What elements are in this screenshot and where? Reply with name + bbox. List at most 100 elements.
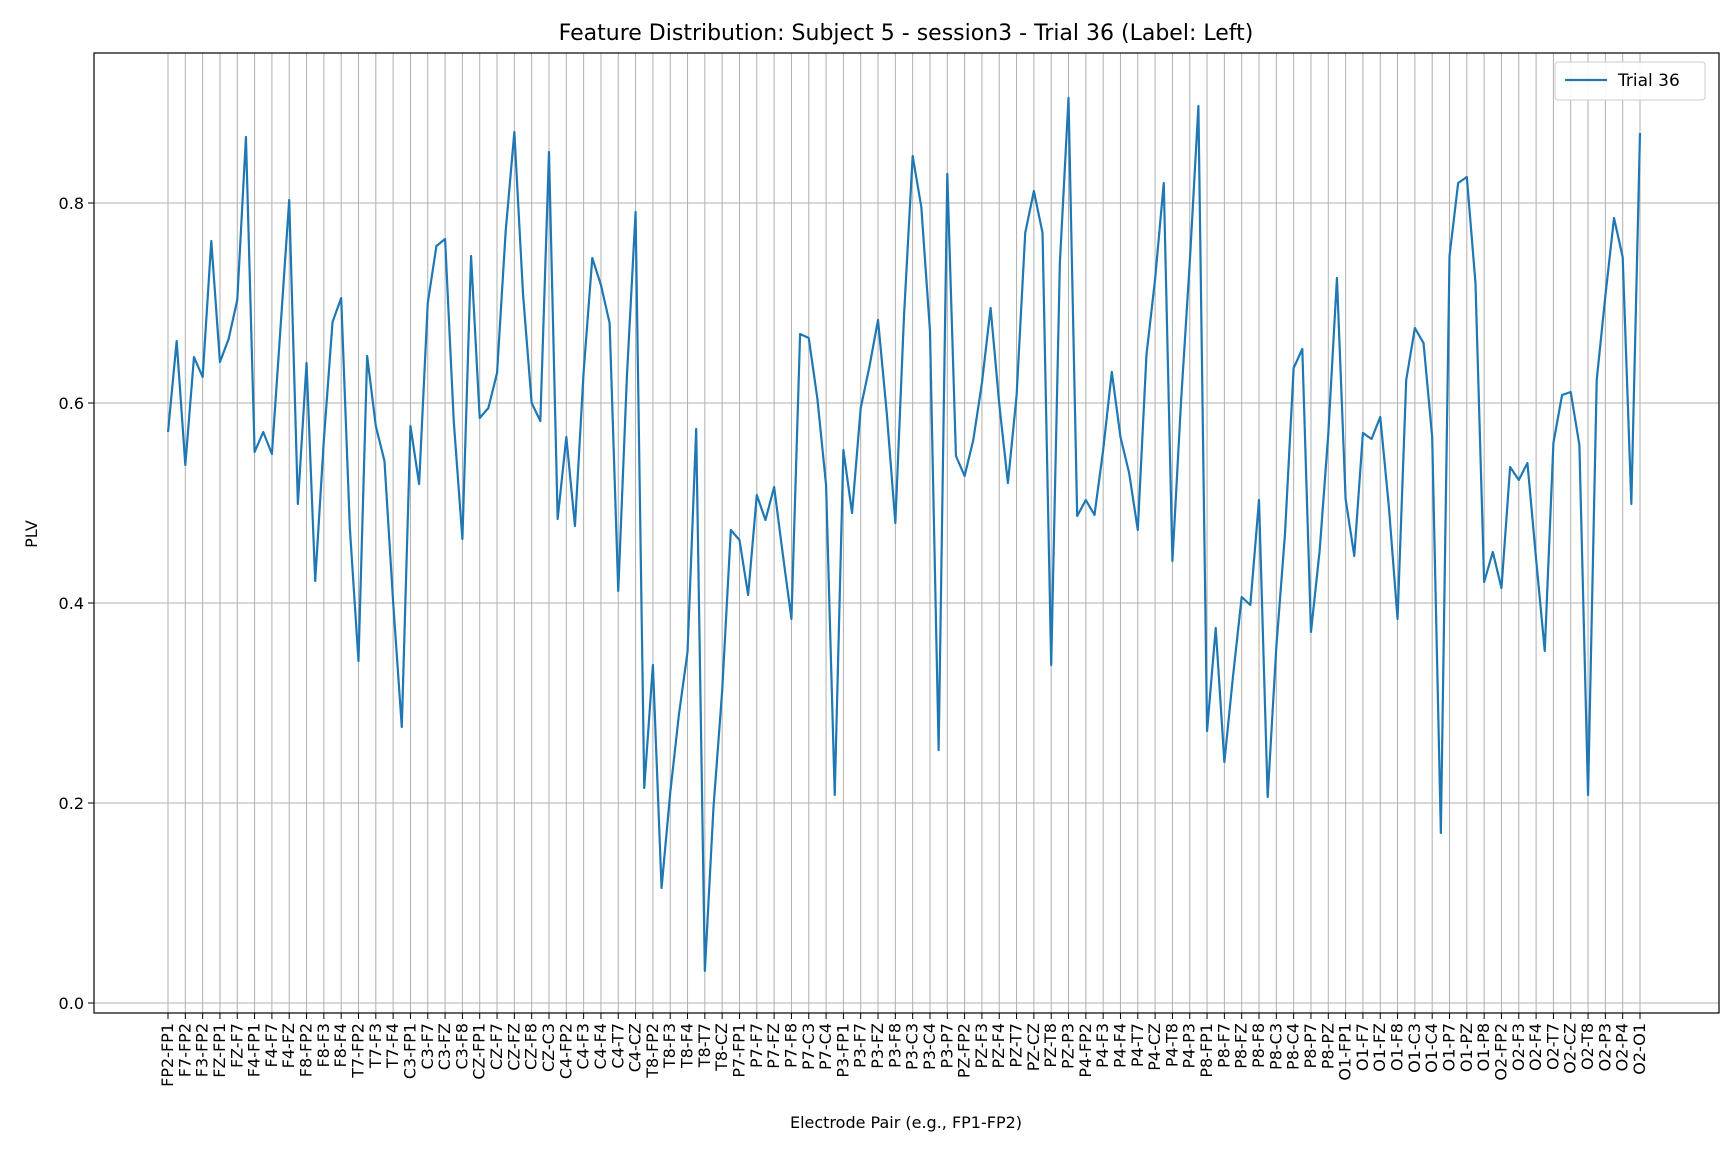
x-tick-label: P3-FZ: [868, 1023, 887, 1069]
x-tick-label: O1-C3: [1405, 1023, 1424, 1073]
x-tick-label: C3-F8: [452, 1023, 471, 1070]
x-tick-label: PZ-CZ: [1024, 1023, 1043, 1071]
x-tick-label: C4-T7: [608, 1023, 627, 1069]
x-tick-label: O2-CZ: [1561, 1023, 1580, 1074]
x-tick-label: F7-FP2: [175, 1023, 194, 1077]
x-tick-label: P8-F8: [1249, 1023, 1268, 1068]
x-tick-label: O2-T7: [1543, 1023, 1562, 1070]
x-tick-label: P8-P7: [1301, 1023, 1320, 1068]
x-tick-label: F8-F4: [331, 1023, 350, 1068]
plot-area-frame: [93, 52, 1720, 1014]
x-tick-label: P7-F7: [747, 1023, 766, 1068]
x-tick-label: O1-P7: [1440, 1023, 1459, 1071]
x-tick-label: T7-F4: [383, 1023, 402, 1069]
chart-title: Feature Distribution: Subject 5 - sessio…: [559, 21, 1254, 46]
x-tick-label: PZ-P3: [1059, 1023, 1078, 1069]
x-tick-label: PZ-T8: [1041, 1023, 1060, 1068]
x-tick-label: F3-FP2: [193, 1023, 212, 1077]
x-tick-label: C4-F4: [591, 1023, 610, 1070]
y-tick-label: 0.4: [59, 594, 84, 613]
x-tick-label: T7-FP2: [348, 1023, 367, 1079]
x-tick-label: P8-FZ: [1232, 1023, 1251, 1069]
x-tick-label: P7-FZ: [764, 1023, 783, 1069]
x-tick-label: P3-F7: [851, 1023, 870, 1068]
legend-box: [1554, 61, 1706, 101]
x-axis-title: Electrode Pair (e.g., FP1-FP2): [790, 1113, 1022, 1132]
x-tick-label: P3-F8: [885, 1023, 904, 1068]
x-tick-label: P8-C4: [1284, 1023, 1303, 1070]
x-tick-label: T8-CZ: [712, 1023, 731, 1072]
legend-series-label: Trial 36: [1617, 71, 1680, 91]
x-tick-label: CZ-FP1: [470, 1023, 489, 1080]
x-tick-label: P4-FP2: [1076, 1023, 1095, 1078]
x-tick-label: O1-C4: [1422, 1023, 1441, 1073]
x-tick-label: P3-C3: [903, 1023, 922, 1070]
x-tick-label: O1-FP1: [1336, 1023, 1355, 1081]
grid-lines: [94, 53, 1719, 1013]
x-tick-label: P7-F8: [781, 1023, 800, 1068]
x-tick-label: CZ-FZ: [504, 1023, 523, 1071]
legend: Trial 36: [1554, 61, 1706, 101]
x-tick-label: O2-P3: [1595, 1023, 1614, 1071]
y-tick-label: 0.8: [59, 194, 84, 213]
x-tick-label: T7-F3: [366, 1023, 385, 1069]
x-tick-label: CZ-C3: [539, 1023, 558, 1072]
x-tick-label: C3-FP1: [400, 1023, 419, 1079]
y-axis-title: PLV: [22, 520, 41, 548]
x-tick-label: P8-FP1: [1197, 1023, 1216, 1078]
x-tick-label: T8-T7: [695, 1023, 714, 1068]
x-tick-label: P3-C4: [920, 1023, 939, 1070]
x-tick-label: PZ-T7: [1007, 1023, 1026, 1068]
x-tick-label: O2-F3: [1509, 1023, 1528, 1071]
x-tick-label: O2-T8: [1578, 1023, 1597, 1070]
x-tick-label: P4-CZ: [1145, 1023, 1164, 1071]
x-tick-label: PZ-F4: [989, 1023, 1008, 1068]
x-tick-label: C4-F3: [574, 1023, 593, 1070]
x-tick-label: O1-P8: [1474, 1023, 1493, 1071]
series-line-trial-36: [166, 96, 1642, 973]
x-tick-label: P4-T7: [1128, 1023, 1147, 1067]
x-tick-label: P7-C4: [816, 1023, 835, 1070]
y-tick-label: 0.2: [59, 794, 84, 813]
x-tick-label: P8-PZ: [1318, 1023, 1337, 1069]
x-tick-label: CZ-F7: [487, 1023, 506, 1070]
series-layer: [166, 96, 1642, 973]
x-tick-label: P4-T8: [1162, 1023, 1181, 1067]
x-tick-label: T8-F3: [660, 1023, 679, 1069]
x-tick-label: P8-C3: [1266, 1023, 1285, 1070]
x-tick-label: O2-P4: [1613, 1023, 1632, 1071]
y-tick-label: 0.6: [59, 394, 84, 413]
x-tick-label: C3-FZ: [435, 1023, 454, 1070]
x-tick-label: F4-F7: [262, 1023, 281, 1068]
x-tick-label: F4-FP1: [245, 1023, 264, 1077]
x-tick-label: F8-FP2: [297, 1023, 316, 1077]
x-tick-label: T8-FP2: [643, 1023, 662, 1079]
x-tick-label: P3-P7: [937, 1023, 956, 1068]
x-axis-ticks: FP2-FP1F7-FP2F3-FP2FZ-FP1FZ-F7F4-FP1F4-F…: [158, 1013, 1649, 1087]
x-tick-label: P4-F4: [1110, 1023, 1129, 1068]
x-tick-label: C4-CZ: [626, 1023, 645, 1072]
x-tick-label: C3-F7: [418, 1023, 437, 1070]
x-tick-label: PZ-F3: [972, 1023, 991, 1068]
x-tick-label: F8-F3: [314, 1023, 333, 1068]
y-axis-ticks: 0.0 0.2 0.4 0.6 0.8: [59, 194, 94, 1013]
x-tick-label: T8-F4: [678, 1023, 697, 1069]
x-tick-label: FP2-FP1: [158, 1023, 177, 1087]
x-tick-label: FZ-FP1: [210, 1023, 229, 1078]
x-tick-label: O1-FZ: [1370, 1023, 1389, 1072]
x-tick-label: O2-FP2: [1491, 1023, 1510, 1081]
x-tick-label: P7-FP1: [729, 1023, 748, 1078]
x-tick-label: P4-F3: [1093, 1023, 1112, 1068]
x-tick-label: O1-PZ: [1457, 1023, 1476, 1072]
x-tick-label: P8-F7: [1214, 1023, 1233, 1068]
x-tick-label: P3-FP1: [833, 1023, 852, 1078]
x-tick-label: O1-F8: [1388, 1023, 1407, 1071]
x-tick-label: C4-FP2: [556, 1023, 575, 1079]
x-tick-label: O2-F4: [1526, 1023, 1545, 1071]
x-tick-label: CZ-F8: [522, 1023, 541, 1070]
x-tick-label: P4-P3: [1180, 1023, 1199, 1068]
x-tick-label: O2-O1: [1630, 1023, 1649, 1075]
x-tick-label: FZ-F7: [227, 1023, 246, 1068]
